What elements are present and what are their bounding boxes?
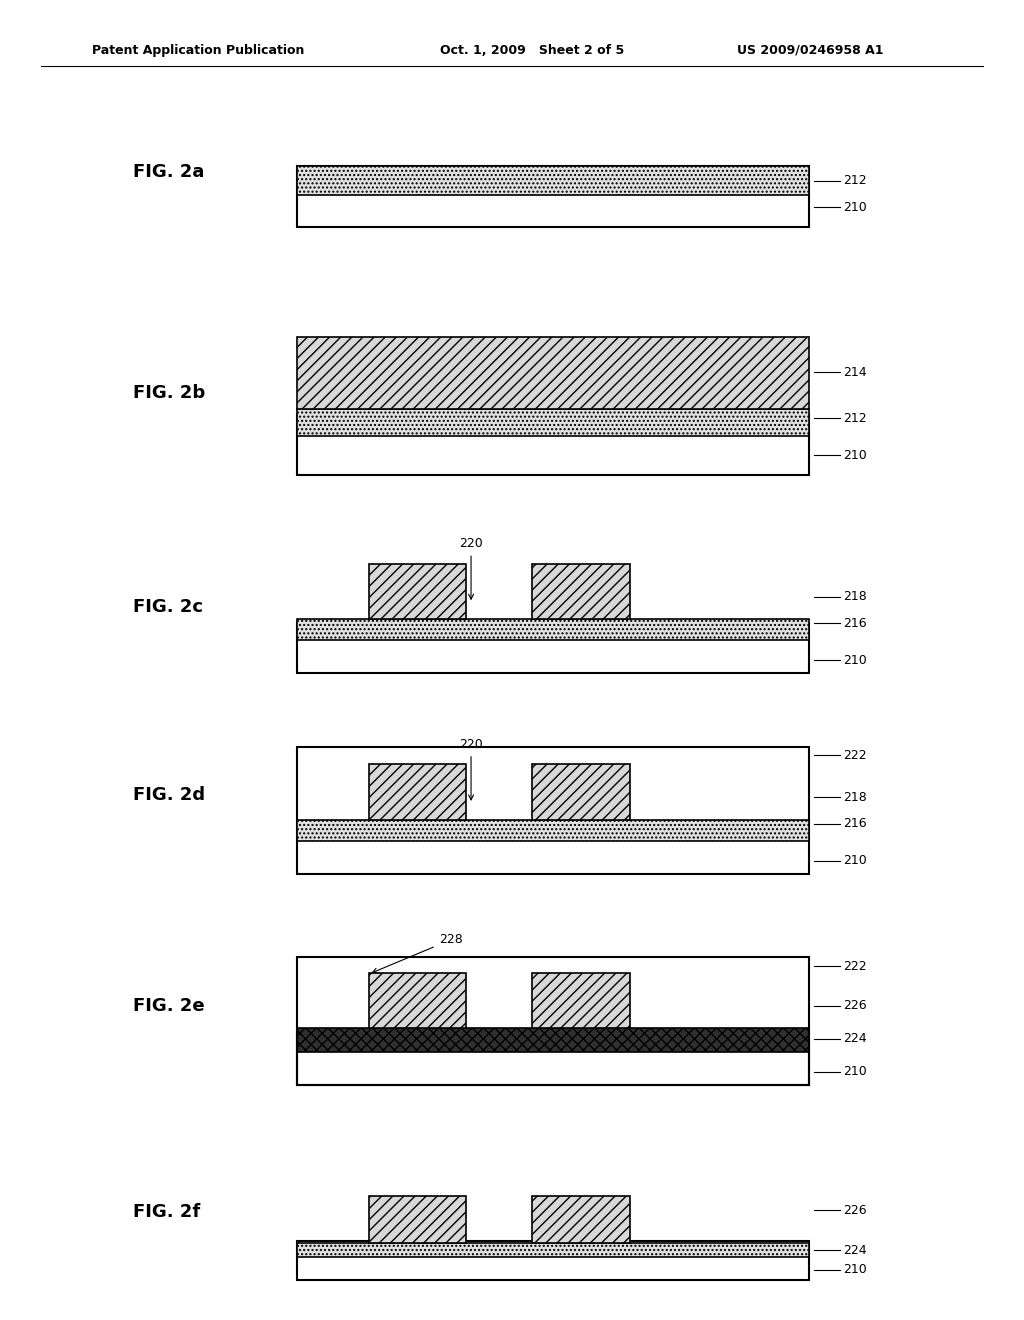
Text: 210: 210 xyxy=(843,653,866,667)
Text: FIG. 2d: FIG. 2d xyxy=(133,785,205,804)
Bar xyxy=(297,166,809,195)
Bar xyxy=(532,564,630,619)
Text: 218: 218 xyxy=(843,791,866,804)
Text: 224: 224 xyxy=(843,1243,866,1257)
Bar xyxy=(297,957,809,1085)
Bar xyxy=(369,973,466,1028)
Text: 212: 212 xyxy=(843,174,866,187)
Text: 210: 210 xyxy=(843,201,866,214)
Bar xyxy=(297,337,809,409)
Text: 228: 228 xyxy=(373,933,463,973)
Text: 224: 224 xyxy=(843,1032,866,1045)
Text: 210: 210 xyxy=(843,1263,866,1276)
Bar xyxy=(297,820,809,841)
Text: 220: 220 xyxy=(459,537,483,599)
Bar xyxy=(369,564,466,619)
Text: 212: 212 xyxy=(843,412,866,425)
Bar xyxy=(532,764,630,820)
Text: 216: 216 xyxy=(843,616,866,630)
Text: FIG. 2b: FIG. 2b xyxy=(133,384,206,403)
Bar xyxy=(297,166,809,227)
Bar xyxy=(297,623,809,673)
Text: 218: 218 xyxy=(843,590,866,603)
Bar xyxy=(297,747,809,874)
Text: FIG. 2a: FIG. 2a xyxy=(133,162,205,181)
Text: 226: 226 xyxy=(843,1204,866,1217)
Bar xyxy=(297,1028,809,1052)
Bar xyxy=(369,1196,466,1243)
Bar xyxy=(297,1241,809,1280)
Text: 210: 210 xyxy=(843,854,866,867)
Text: 210: 210 xyxy=(843,449,866,462)
Text: FIG. 2e: FIG. 2e xyxy=(133,997,205,1015)
Text: FIG. 2f: FIG. 2f xyxy=(133,1203,201,1221)
Text: 210: 210 xyxy=(843,1065,866,1078)
Bar xyxy=(297,1243,809,1257)
Bar xyxy=(532,973,630,1028)
Bar xyxy=(297,414,809,475)
Bar xyxy=(297,1032,809,1085)
Text: 214: 214 xyxy=(843,366,866,379)
Text: FIG. 2c: FIG. 2c xyxy=(133,598,203,616)
Text: 226: 226 xyxy=(843,999,866,1012)
Text: 222: 222 xyxy=(843,960,866,973)
Bar xyxy=(532,1196,630,1243)
Text: 216: 216 xyxy=(843,817,866,830)
Text: Oct. 1, 2009   Sheet 2 of 5: Oct. 1, 2009 Sheet 2 of 5 xyxy=(440,44,625,57)
Text: 222: 222 xyxy=(843,748,866,762)
Bar xyxy=(297,619,809,640)
Bar xyxy=(297,409,809,436)
Text: Patent Application Publication: Patent Application Publication xyxy=(92,44,304,57)
Bar xyxy=(369,764,466,820)
Text: 220: 220 xyxy=(459,738,483,800)
Text: US 2009/0246958 A1: US 2009/0246958 A1 xyxy=(737,44,884,57)
